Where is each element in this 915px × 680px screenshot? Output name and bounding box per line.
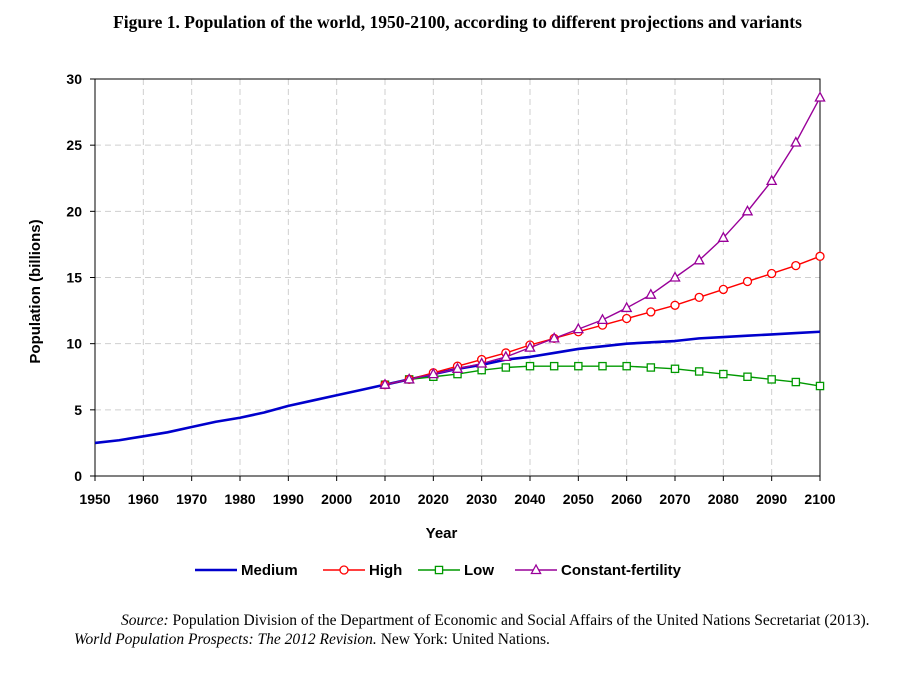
x-tick-label: 2000 xyxy=(321,491,352,507)
data-point-low xyxy=(574,361,583,371)
series-constant-fertility xyxy=(379,91,826,389)
data-point-constant-fertility xyxy=(717,231,730,242)
legend-marker xyxy=(434,565,444,575)
data-point-constant-fertility xyxy=(403,373,415,384)
data-point-low xyxy=(743,372,752,381)
y-tick-label: 20 xyxy=(66,203,82,219)
data-point-constant-fertility xyxy=(645,288,657,299)
y-tick-label: 5 xyxy=(74,402,82,418)
source-publication: World Population Prospects: The 2012 Rev… xyxy=(74,631,377,648)
y-tick-label: 15 xyxy=(66,270,82,286)
data-point-high xyxy=(742,276,753,287)
data-point-constant-fertility xyxy=(765,174,778,186)
series-line-constant-fertility xyxy=(384,97,821,386)
data-point-high xyxy=(767,268,777,279)
data-point-constant-fertility xyxy=(572,322,585,334)
data-point-low xyxy=(815,381,825,391)
axis-ticks: 1950 1960 1970 1980 1990 2000 2010 2020 2030 2040… xyxy=(66,71,835,507)
data-point-constant-fertility xyxy=(596,313,609,324)
legend-item-constant-fertility: Constant-fertility xyxy=(515,562,682,579)
source-label: Source: xyxy=(121,612,169,629)
data-point-low xyxy=(719,369,728,379)
data-point-constant-fertility xyxy=(427,367,440,379)
x-tick-label: 1950 xyxy=(79,491,110,507)
y-axis-label: Population (billions) xyxy=(27,219,44,363)
x-tick-label: 1980 xyxy=(224,491,255,507)
data-point-low xyxy=(549,361,559,371)
x-tick-label: 1960 xyxy=(128,491,159,507)
data-point-constant-fertility xyxy=(693,253,705,265)
grid-lines xyxy=(95,79,820,476)
legend-item-high: High xyxy=(323,562,402,579)
data-point-low xyxy=(525,361,535,371)
data-point-high xyxy=(670,300,680,310)
series-medium xyxy=(94,330,821,445)
legend-label: High xyxy=(369,562,402,579)
y-tick-label: 10 xyxy=(66,336,82,352)
legend-marker xyxy=(530,563,542,575)
x-tick-label: 1990 xyxy=(273,491,304,507)
data-point-constant-fertility xyxy=(475,357,488,368)
x-axis-label: Year xyxy=(426,525,458,542)
x-tick-label: 2090 xyxy=(756,491,787,507)
y-tick-label: 30 xyxy=(66,71,82,87)
x-tick-label: 1970 xyxy=(176,491,207,507)
source-text-2: New York: United Nations. xyxy=(376,631,550,648)
data-point-low xyxy=(646,363,656,372)
x-tick-label: 2100 xyxy=(804,491,835,507)
legend-label: Low xyxy=(464,562,494,579)
data-point-low xyxy=(501,363,511,372)
data-point-constant-fertility xyxy=(524,341,536,352)
series-low xyxy=(380,361,825,391)
data-point-constant-fertility xyxy=(620,301,633,313)
data-point-low xyxy=(670,364,680,374)
x-tick-label: 2050 xyxy=(563,491,594,507)
data-point-high xyxy=(694,292,704,303)
data-point-constant-fertility xyxy=(814,91,826,102)
data-point-constant-fertility xyxy=(790,136,802,147)
x-tick-label: 2080 xyxy=(708,491,739,507)
data-point-constant-fertility xyxy=(669,271,681,282)
legend-item-medium: Medium xyxy=(195,562,298,579)
legend-item-low: Low xyxy=(418,562,494,579)
y-tick-label: 25 xyxy=(66,137,82,153)
source-text-1: Population Division of the Department of… xyxy=(168,612,870,629)
data-point-constant-fertility xyxy=(379,378,391,389)
data-point-high xyxy=(622,313,632,324)
data-point-high xyxy=(791,260,801,271)
data-point-low xyxy=(767,375,776,384)
data-point-constant-fertility xyxy=(548,332,560,343)
legend-label: Medium xyxy=(241,562,298,579)
data-point-constant-fertility xyxy=(741,204,754,216)
data-point-constant-fertility xyxy=(500,350,512,362)
legend-marker xyxy=(339,565,349,575)
data-point-low xyxy=(598,361,607,371)
data-point-high xyxy=(815,251,825,261)
x-tick-label: 2020 xyxy=(418,491,449,507)
y-tick-label: 0 xyxy=(74,468,82,484)
x-tick-label: 2060 xyxy=(611,491,642,507)
x-tick-label: 2030 xyxy=(466,491,497,507)
data-point-high xyxy=(646,307,656,317)
legend: Medium High Low Constant-fertility xyxy=(195,562,682,579)
data-point-constant-fertility xyxy=(451,362,464,373)
series-layer xyxy=(94,91,826,445)
data-point-high xyxy=(718,284,728,295)
source-note: Source: Population Division of the Depar… xyxy=(74,611,904,649)
legend-label: Constant-fertility xyxy=(561,562,682,579)
data-point-low xyxy=(622,361,631,371)
figure-title: Figure 1. Population of the world, 1950-… xyxy=(113,12,802,32)
data-point-low xyxy=(694,367,704,376)
x-tick-label: 2040 xyxy=(514,491,545,507)
x-tick-label: 2070 xyxy=(659,491,690,507)
x-tick-label: 2010 xyxy=(369,491,400,507)
data-point-low xyxy=(791,377,801,387)
series-line-medium xyxy=(94,330,821,445)
